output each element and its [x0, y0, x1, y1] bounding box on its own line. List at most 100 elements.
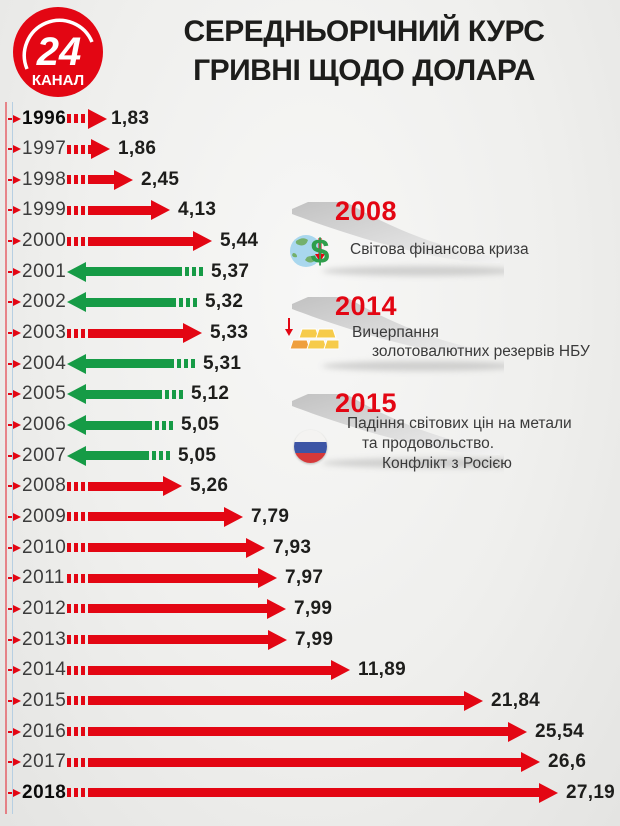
chart-row-2010: 2010 7,93 [0, 532, 620, 563]
rate-rise-arrow [67, 108, 107, 129]
rate-rise-arrow [67, 139, 110, 160]
rate-value: 4,13 [178, 199, 217, 221]
year-label: 2005 [22, 383, 67, 405]
year-label: 1999 [22, 199, 67, 221]
rate-rise-arrow [67, 476, 182, 497]
rate-value: 2,45 [141, 168, 180, 190]
rate-rise-arrow [67, 231, 212, 252]
rate-fall-arrow [67, 261, 203, 282]
year-label: 2016 [22, 720, 67, 742]
year-label: 2018 [22, 781, 67, 803]
row-pointer-icon [8, 389, 21, 399]
chart-row-1996: 1996 1,83 [0, 103, 620, 134]
rate-value: 27,19 [566, 781, 616, 803]
rate-value: 5,32 [205, 291, 244, 313]
swoosh-decoration [292, 297, 504, 371]
row-pointer-icon [8, 573, 21, 583]
row-pointer-icon [8, 236, 21, 246]
year-label: 2002 [22, 291, 67, 313]
chart-row-2000: 2000 5,44 [0, 226, 620, 257]
chart-row-2011: 2011 7,97 [0, 563, 620, 594]
rate-rise-arrow [67, 169, 133, 190]
rate-value: 5,05 [178, 444, 217, 466]
page-title-line1: СЕРЕДНЬОРІЧНИЙ КУРС [183, 15, 545, 48]
chart-row-2003: 2003 5,33 [0, 318, 620, 349]
row-pointer-icon [8, 512, 21, 522]
rate-value: 5,26 [190, 475, 229, 497]
chart-row-2016: 2016 25,54 [0, 716, 620, 747]
year-label: 2000 [22, 230, 67, 252]
rate-value: 21,84 [491, 689, 541, 711]
annotation-text: та продовольство. [362, 435, 495, 452]
rate-value: 5,44 [220, 230, 259, 252]
rate-value: 7,99 [295, 628, 334, 650]
rate-rise-arrow [67, 568, 277, 589]
row-pointer-icon [8, 297, 21, 307]
rate-fall-arrow [67, 445, 170, 466]
year-label: 2017 [22, 751, 67, 773]
row-pointer-icon [8, 328, 21, 338]
chart-row-2013: 2013 7,99 [0, 624, 620, 655]
annotation-year: 2014 [335, 291, 398, 321]
row-pointer-icon [8, 665, 21, 675]
row-pointer-icon [8, 144, 21, 154]
rate-rise-arrow [67, 660, 350, 681]
year-label: 2014 [22, 659, 67, 681]
chart-row-2001: 2001 5,37 [0, 256, 620, 287]
chart-row-2015: 2015 21,84 [0, 685, 620, 716]
year-label: 2015 [22, 689, 67, 711]
rate-value: 5,31 [203, 352, 242, 374]
row-pointer-icon [8, 635, 21, 645]
year-label: 1998 [22, 168, 67, 190]
row-pointer-icon [8, 175, 21, 185]
axis-line-blue [12, 102, 13, 814]
rate-rise-arrow [67, 782, 558, 803]
rate-fall-arrow [67, 292, 197, 313]
chart-row-2006: 2006 5,05 [0, 410, 620, 441]
annotation-year: 2015 [335, 388, 398, 418]
row-pointer-icon [8, 205, 21, 215]
logo-swoosh-arc [22, 18, 94, 70]
year-label: 2004 [22, 352, 67, 374]
rate-value: 26,6 [548, 751, 587, 773]
channel-24-logo: 24 КАНАЛ [13, 7, 103, 97]
chart-row-2014: 2014 11,89 [0, 655, 620, 686]
chart-row-2005: 2005 5,12 [0, 379, 620, 410]
rate-value: 7,79 [251, 505, 290, 527]
rate-rise-arrow [67, 721, 527, 742]
chart-row-1998: 1998 2,45 [0, 164, 620, 195]
chart-row-1997: 1997 1,86 [0, 134, 620, 165]
year-label: 2013 [22, 628, 67, 650]
rate-value: 7,97 [285, 567, 324, 589]
chart-row-2009: 2009 7,79 [0, 501, 620, 532]
axis-line-red [5, 102, 7, 814]
russia-flag-icon [294, 430, 327, 463]
globe-dollar-icon: $ [290, 233, 330, 270]
rate-rise-arrow [67, 598, 286, 619]
page-title: СЕРЕДНЬОРІЧНИЙ КУРС ГРИВНІ ЩОДО ДОЛАРА [112, 12, 616, 90]
rate-rise-arrow [67, 690, 483, 711]
rate-fall-arrow [67, 415, 173, 435]
page-title-line2: ГРИВНІ ЩОДО ДОЛАРА [193, 54, 535, 87]
row-pointer-icon [8, 481, 21, 491]
row-pointer-icon [8, 788, 21, 798]
annotation-2015: 2015 Падіння світових цін на метали та п… [288, 388, 620, 483]
year-label: 2003 [22, 322, 67, 344]
row-pointer-icon [8, 727, 21, 737]
year-label: 2009 [22, 505, 67, 527]
rate-value: 1,83 [111, 107, 150, 129]
rate-fall-arrow [67, 353, 195, 374]
year-label: 2001 [22, 260, 67, 282]
chart-row-2008: 2008 5,26 [0, 471, 620, 502]
rate-value: 25,54 [535, 720, 585, 742]
row-pointer-icon [8, 543, 21, 553]
rate-rise-arrow [67, 200, 170, 221]
annotation-2014: 2014 Вичерпання золотовалютних резервів … [285, 291, 620, 386]
rate-value: 1,86 [118, 138, 157, 160]
year-label: 1996 [22, 107, 67, 129]
rate-value: 5,37 [211, 260, 250, 282]
rate-value: 5,12 [191, 383, 230, 405]
swoosh-decoration [292, 202, 504, 276]
annotation-year: 2008 [335, 196, 398, 226]
